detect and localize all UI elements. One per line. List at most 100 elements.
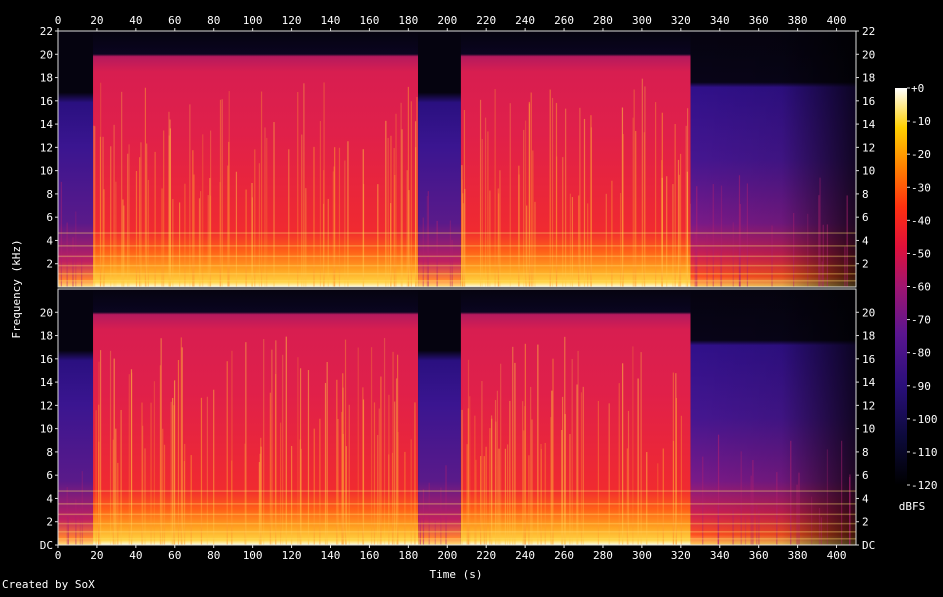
y-tick-label-left: 14 (40, 118, 54, 131)
transient-streak (793, 213, 795, 287)
transient-streak (654, 102, 657, 288)
transient-streak (99, 136, 102, 287)
transient-streak (702, 456, 704, 545)
transient-streak (113, 358, 115, 545)
transient-streak (144, 87, 147, 287)
transient-streak (319, 418, 321, 545)
transient-streak (313, 146, 315, 287)
transient-streak (122, 199, 124, 287)
transient-streak (580, 392, 583, 545)
transient-streak (387, 137, 389, 287)
x-tick-label-top: 220 (476, 14, 496, 27)
y-axis-label: Frequency (kHz) (10, 239, 23, 338)
transient-streak (100, 82, 102, 287)
transient-streak (480, 456, 482, 545)
x-tick-label-bottom: 160 (359, 549, 379, 562)
transient-streak (732, 222, 734, 287)
transient-streak (75, 499, 77, 545)
transient-streak (537, 344, 539, 545)
transient-streak (189, 104, 191, 287)
x-tick-label-top: 320 (671, 14, 691, 27)
transient-streak (632, 346, 634, 545)
transient-streak (385, 120, 387, 287)
colorbar-gradient (895, 88, 907, 485)
x-tick-label-top: 240 (515, 14, 535, 27)
spectrum-segment-loud (460, 31, 691, 287)
transient-streak (209, 178, 211, 287)
x-tick-label-bottom: 100 (243, 549, 263, 562)
transient-streak (153, 381, 156, 545)
transient-streak (576, 384, 578, 545)
transient-streak (469, 396, 471, 545)
transient-streak (297, 92, 299, 287)
transient-streak (180, 337, 182, 545)
transient-streak (390, 203, 392, 287)
transient-streak (717, 434, 720, 545)
transient-streak (509, 103, 511, 287)
y-tick-label-left: DC (40, 539, 53, 552)
transient-streak (401, 129, 403, 287)
spectrum-segment-loud (93, 31, 419, 287)
transient-streak (395, 113, 397, 287)
y-tick-label-right: 4 (862, 492, 869, 505)
transient-streak (564, 414, 566, 545)
transient-streak (245, 342, 247, 545)
transient-streak (342, 373, 344, 545)
transient-streak (120, 409, 122, 545)
transient-streak (608, 403, 610, 545)
transient-streak (810, 496, 813, 545)
y-tick-label-left: 4 (46, 234, 53, 247)
transient-streak (485, 446, 487, 545)
transient-streak (115, 428, 117, 545)
transient-streak (577, 350, 579, 545)
harmonic-band (58, 490, 856, 492)
transient-streak (301, 134, 303, 287)
transient-streak (622, 134, 624, 287)
x-tick-label-top: 140 (321, 14, 341, 27)
transient-streak (426, 195, 428, 287)
transient-streak (391, 452, 394, 545)
transient-streak (169, 128, 171, 287)
x-tick-label-bottom: 60 (168, 549, 181, 562)
transient-streak (260, 91, 263, 287)
x-tick-label-bottom: 140 (321, 549, 341, 562)
transient-streak (81, 256, 83, 287)
harmonic-band (58, 255, 856, 258)
transient-streak (826, 224, 828, 287)
transient-streak (744, 517, 747, 545)
transient-streak (550, 417, 552, 545)
transient-streak (177, 359, 180, 545)
transient-streak (569, 193, 571, 287)
transient-streak (819, 177, 821, 287)
transient-streak (422, 489, 425, 545)
transient-streak (826, 449, 829, 545)
transient-streak (273, 122, 275, 287)
transient-streak (336, 379, 338, 545)
y-tick-label-left: 6 (46, 469, 53, 482)
harmonic-band (58, 522, 856, 525)
transient-streak (307, 370, 310, 545)
y-tick-label-left: 18 (40, 72, 53, 85)
x-tick-label-bottom: 200 (437, 549, 457, 562)
transient-streak (719, 252, 722, 287)
transient-streak (282, 354, 284, 545)
transient-streak (172, 397, 174, 545)
x-tick-label-bottom: 380 (788, 549, 808, 562)
transient-streak (198, 198, 201, 287)
y-tick-label-left: 10 (40, 165, 53, 178)
y-tick-label-right: 10 (862, 165, 875, 178)
transient-streak (818, 507, 821, 545)
transient-streak (445, 465, 447, 545)
transient-streak (590, 115, 592, 287)
x-tick-label-bottom: 300 (632, 549, 652, 562)
transient-streak (499, 170, 501, 287)
transient-streak (840, 440, 843, 545)
transient-streak (644, 86, 646, 287)
transient-streak (324, 382, 327, 545)
transient-streak (531, 419, 533, 545)
x-tick-label-bottom: 20 (90, 549, 103, 562)
transient-streak (323, 170, 325, 287)
transient-streak (190, 455, 192, 545)
transient-streak (818, 195, 820, 287)
transient-streak (228, 141, 230, 287)
